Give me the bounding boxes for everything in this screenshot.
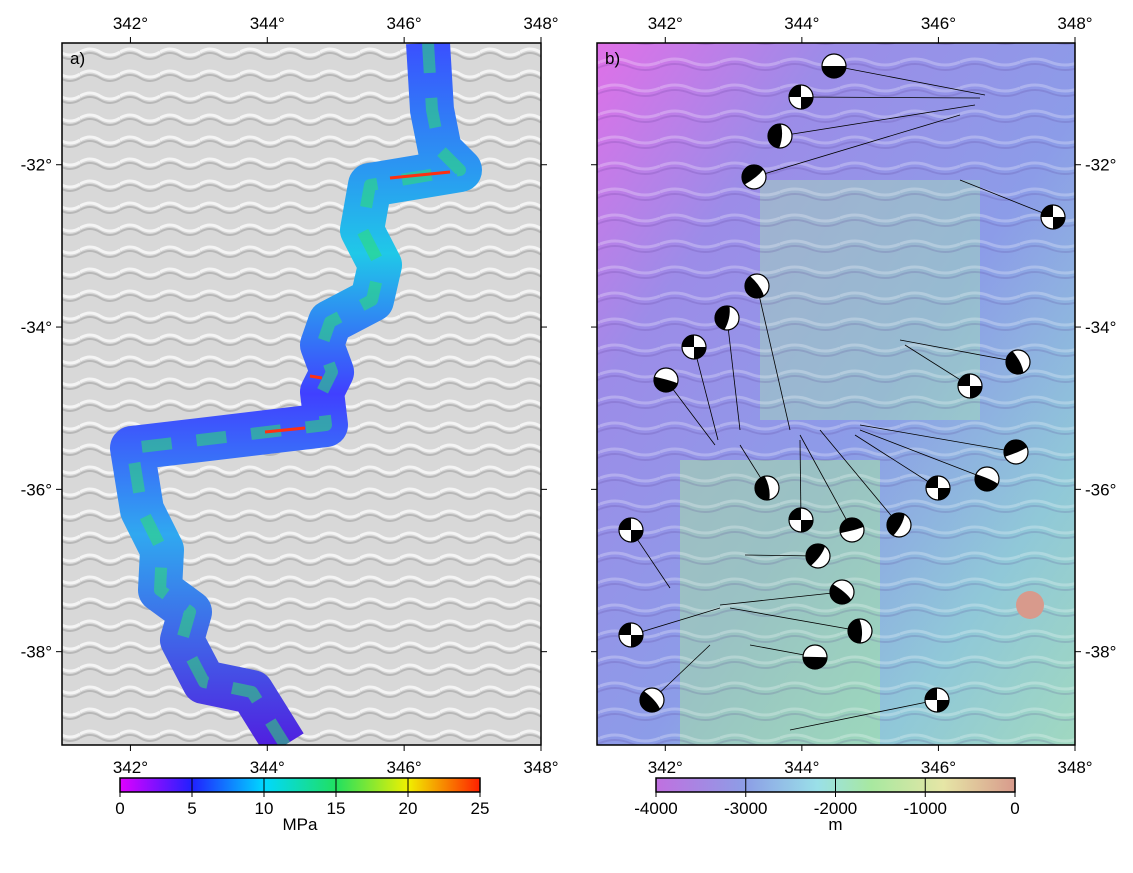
- y-tick-label: -34°: [1085, 318, 1116, 337]
- colorbar-tick-label: 0: [115, 799, 124, 818]
- bathymetry-map: [597, 43, 1075, 745]
- colorbar-tick-label: 20: [399, 799, 418, 818]
- figure: a) b) 342° 342° 344° 344° 346° 346° 348° 348° -3…: [0, 0, 1133, 868]
- x-tick-label: 346°: [387, 758, 422, 777]
- x-tick-label: 344°: [784, 14, 819, 33]
- x-tick-label: 348°: [1057, 758, 1092, 777]
- x-tick-label: 342°: [113, 758, 148, 777]
- x-tick-label: 342°: [113, 14, 148, 33]
- x-tick-label: 342°: [648, 758, 683, 777]
- colorbar-tick-label: -4000: [634, 799, 677, 818]
- x-tick-label: 348°: [1057, 14, 1092, 33]
- colorbar-tick-label: 10: [255, 799, 274, 818]
- colorbar-tick-label: 15: [327, 799, 346, 818]
- colorbar-tick-label: -3000: [724, 799, 767, 818]
- x-tick-label: 344°: [784, 758, 819, 777]
- colorbar-tick-label: -1000: [904, 799, 947, 818]
- x-tick-label: 348°: [523, 14, 558, 33]
- x-tick-label: 346°: [921, 758, 956, 777]
- panel-label: b): [605, 49, 620, 68]
- colorbar-tick-label: 25: [471, 799, 490, 818]
- y-tick-label: -38°: [1085, 643, 1116, 662]
- x-tick-label: 346°: [387, 14, 422, 33]
- y-tick-label: -32°: [21, 156, 52, 175]
- panel-label: a): [70, 49, 85, 68]
- y-tick-label: -36°: [21, 480, 52, 499]
- x-tick-label: 344°: [250, 14, 285, 33]
- x-tick-label: 342°: [648, 14, 683, 33]
- colorbar: [120, 778, 480, 792]
- y-tick-label: -32°: [1085, 156, 1116, 175]
- y-tick-label: -38°: [21, 643, 52, 662]
- colorbar-tick-label: 0: [1010, 799, 1019, 818]
- colorbar-tick-label: 5: [187, 799, 196, 818]
- colorbar-label: MPa: [283, 815, 319, 834]
- x-tick-label: 344°: [250, 758, 285, 777]
- x-tick-label: 346°: [921, 14, 956, 33]
- stress-map: [62, 43, 541, 745]
- y-tick-label: -36°: [1085, 480, 1116, 499]
- y-tick-label: -34°: [21, 318, 52, 337]
- x-tick-label: 348°: [523, 758, 558, 777]
- colorbar-label: m: [828, 815, 842, 834]
